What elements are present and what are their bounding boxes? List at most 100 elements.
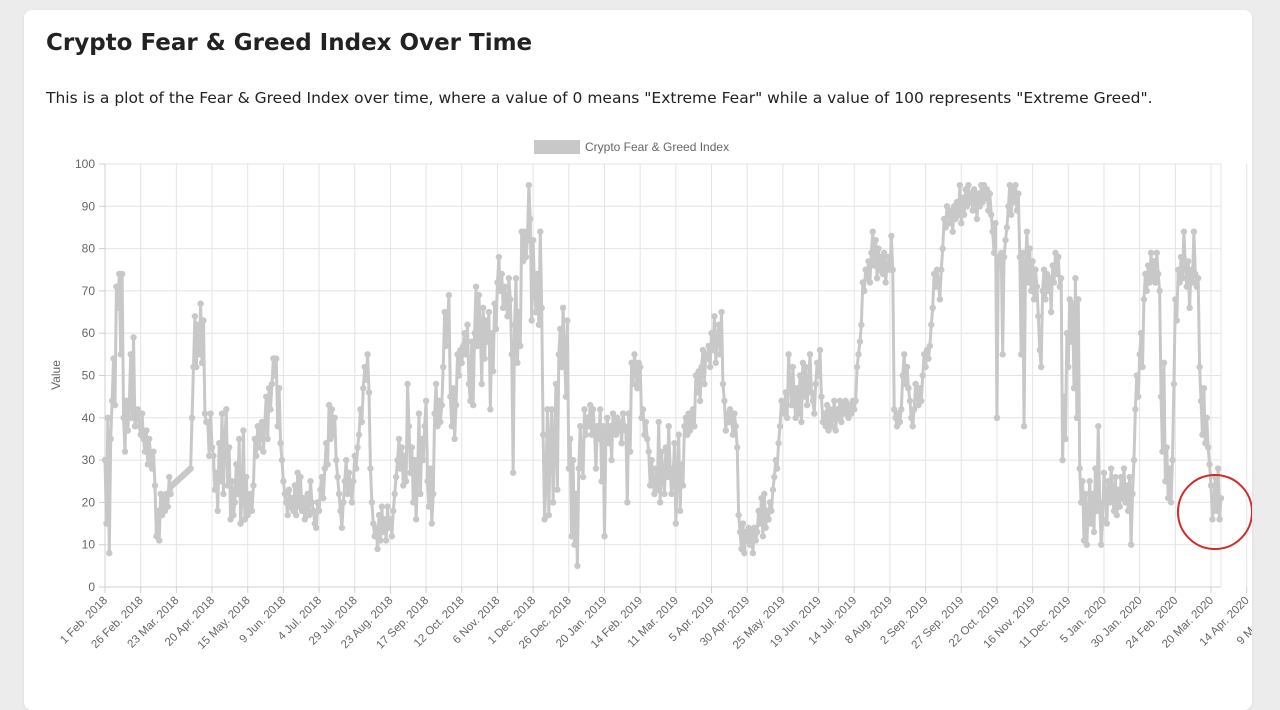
data-point[interactable]: [755, 507, 762, 515]
data-point[interactable]: [501, 283, 508, 290]
data-point[interactable]: [414, 473, 421, 481]
data-point[interactable]: [305, 511, 313, 519]
data-point[interactable]: [140, 435, 147, 443]
data-point[interactable]: [257, 431, 264, 438]
data-point[interactable]: [277, 439, 284, 447]
data-point[interactable]: [201, 410, 209, 417]
data-point[interactable]: [654, 486, 661, 493]
data-point[interactable]: [106, 549, 113, 557]
data-point[interactable]: [1186, 304, 1193, 312]
data-point[interactable]: [1086, 478, 1093, 485]
data-point[interactable]: [896, 418, 904, 426]
data-point[interactable]: [959, 194, 966, 202]
data-point[interactable]: [1033, 283, 1041, 290]
data-point[interactable]: [548, 406, 555, 413]
data-point[interactable]: [946, 220, 954, 227]
data-point[interactable]: [1189, 279, 1196, 286]
data-point[interactable]: [126, 401, 133, 409]
data-point[interactable]: [584, 414, 591, 421]
data-point[interactable]: [557, 325, 564, 333]
data-point[interactable]: [973, 215, 981, 223]
data-point[interactable]: [263, 393, 270, 400]
data-point[interactable]: [1025, 279, 1032, 286]
data-point[interactable]: [775, 439, 782, 447]
data-point[interactable]: [656, 499, 664, 506]
data-point[interactable]: [374, 545, 381, 553]
data-point[interactable]: [711, 313, 718, 320]
data-point[interactable]: [1193, 283, 1200, 290]
data-point[interactable]: [114, 304, 122, 312]
data-point[interactable]: [916, 384, 924, 392]
data-point[interactable]: [782, 389, 789, 396]
data-point[interactable]: [718, 308, 725, 316]
data-point[interactable]: [220, 490, 227, 498]
data-point[interactable]: [1203, 414, 1210, 421]
data-point[interactable]: [451, 435, 458, 443]
data-point[interactable]: [762, 524, 769, 531]
data-point[interactable]: [698, 363, 705, 371]
data-point[interactable]: [489, 368, 497, 375]
data-point[interactable]: [113, 283, 120, 290]
data-point[interactable]: [1089, 490, 1096, 498]
data-point[interactable]: [545, 511, 553, 519]
data-point[interactable]: [905, 384, 912, 392]
data-point[interactable]: [204, 418, 211, 426]
data-point[interactable]: [130, 334, 137, 341]
data-point[interactable]: [240, 427, 247, 434]
data-point[interactable]: [1032, 266, 1039, 273]
data-point[interactable]: [1026, 245, 1033, 252]
data-point[interactable]: [213, 469, 220, 476]
data-point[interactable]: [813, 359, 821, 367]
data-point[interactable]: [303, 503, 310, 510]
data-point[interactable]: [1036, 346, 1043, 354]
data-point[interactable]: [332, 456, 340, 464]
data-point[interactable]: [1147, 249, 1155, 257]
data-point[interactable]: [1106, 499, 1113, 506]
data-point[interactable]: [348, 499, 356, 506]
data-point[interactable]: [694, 389, 701, 396]
data-point[interactable]: [514, 359, 521, 367]
data-point[interactable]: [1204, 444, 1212, 451]
data-point[interactable]: [143, 427, 150, 434]
data-point[interactable]: [925, 355, 932, 362]
data-point[interactable]: [341, 478, 348, 485]
data-point[interactable]: [574, 562, 581, 570]
data-point[interactable]: [969, 207, 976, 214]
data-point[interactable]: [1063, 330, 1071, 337]
data-point[interactable]: [498, 270, 505, 278]
data-point[interactable]: [778, 397, 785, 405]
data-point[interactable]: [234, 490, 241, 498]
data-point[interactable]: [504, 313, 511, 320]
data-point[interactable]: [228, 478, 236, 485]
data-point[interactable]: [1022, 262, 1029, 269]
data-point[interactable]: [555, 351, 563, 358]
data-point[interactable]: [615, 427, 622, 434]
data-point[interactable]: [482, 317, 490, 324]
data-point[interactable]: [300, 494, 307, 502]
data-point[interactable]: [334, 473, 341, 481]
data-point[interactable]: [1125, 507, 1132, 515]
data-point[interactable]: [752, 537, 759, 544]
data-point[interactable]: [368, 499, 376, 506]
data-point[interactable]: [458, 359, 465, 367]
data-point[interactable]: [868, 249, 875, 257]
data-point[interactable]: [208, 444, 216, 451]
data-point[interactable]: [441, 308, 448, 316]
data-point[interactable]: [572, 490, 580, 498]
data-point[interactable]: [461, 330, 468, 337]
data-point[interactable]: [1102, 490, 1109, 498]
data-point[interactable]: [541, 516, 548, 523]
data-point[interactable]: [604, 414, 611, 421]
data-point[interactable]: [1156, 287, 1163, 295]
data-point[interactable]: [802, 363, 809, 371]
data-point[interactable]: [729, 431, 737, 438]
legend-label[interactable]: Crypto Fear & Greed Index: [585, 140, 729, 154]
data-point[interactable]: [478, 380, 485, 388]
data-point[interactable]: [665, 423, 672, 430]
data-point[interactable]: [411, 456, 418, 464]
data-point[interactable]: [191, 313, 199, 320]
data-point[interactable]: [214, 507, 221, 515]
data-point[interactable]: [1166, 465, 1173, 472]
data-point[interactable]: [866, 279, 874, 286]
data-point[interactable]: [529, 236, 537, 244]
